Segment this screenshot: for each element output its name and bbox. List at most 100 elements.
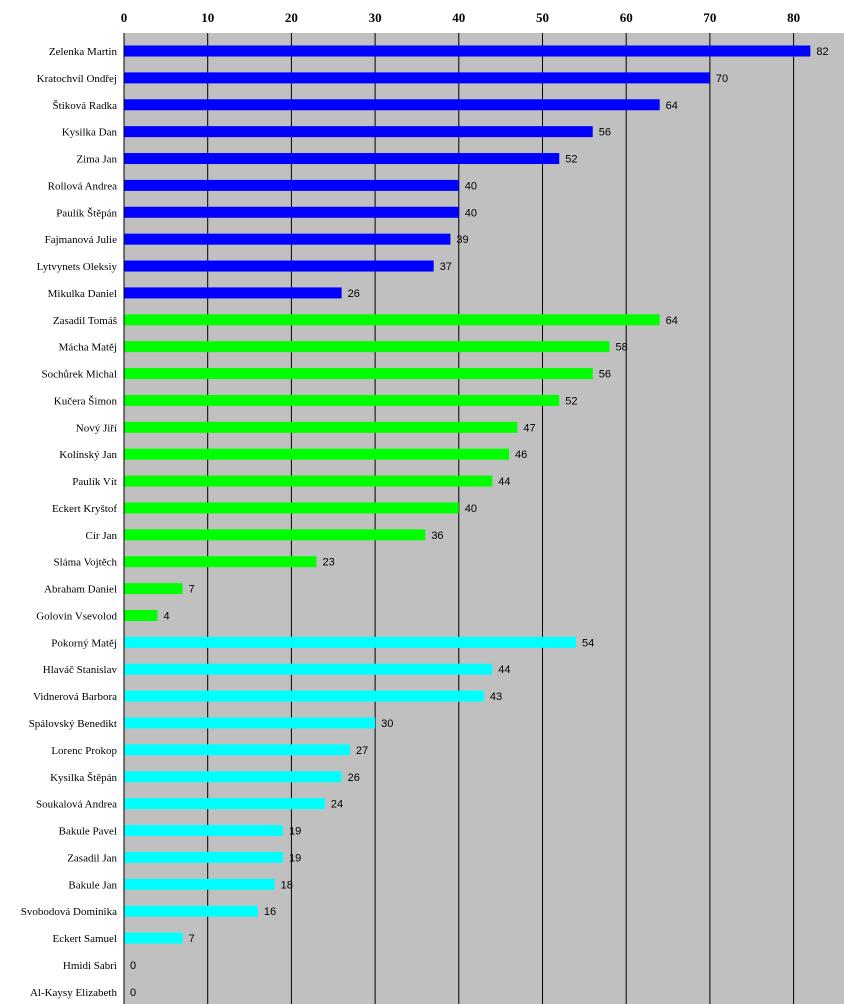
- category-label-14: Kučera Šimon: [54, 395, 118, 407]
- tick-label-30: 30: [369, 10, 382, 25]
- category-label-30: Bakule Pavel: [59, 826, 117, 838]
- value-label-10: 26: [348, 288, 360, 300]
- value-label-36: 0: [130, 987, 136, 999]
- category-label-36: Al-Kaysy Elizabeth: [30, 987, 118, 999]
- bar-5: [124, 153, 560, 165]
- value-label-2: 70: [716, 73, 728, 85]
- value-label-25: 43: [490, 691, 502, 703]
- category-label-23: Pokorný Matěj: [51, 637, 117, 649]
- category-label-17: Paulík Vít: [72, 476, 117, 488]
- plot-area: [124, 33, 844, 1004]
- bar-28: [124, 771, 342, 783]
- bar-6: [124, 179, 459, 191]
- value-label-11: 64: [666, 315, 678, 327]
- category-label-15: Nový Jiří: [76, 422, 117, 434]
- category-label-25: Vidnerová Barbora: [33, 691, 117, 703]
- value-label-18: 40: [465, 503, 477, 515]
- category-label-5: Zima Jan: [76, 154, 117, 166]
- category-label-33: Svobodová Dominika: [21, 906, 117, 918]
- category-label-9: Lytvynets Oleksiy: [37, 261, 118, 273]
- category-label-31: Zasadil Jan: [67, 852, 117, 864]
- bar-19: [124, 529, 426, 541]
- bar-34: [124, 932, 183, 944]
- category-label-34: Eckert Samuel: [53, 933, 117, 945]
- category-label-1: Zelenka Martin: [49, 46, 118, 58]
- bar-22: [124, 609, 158, 621]
- bar-33: [124, 905, 258, 917]
- category-label-2: Kratochvíl Ondřej: [37, 73, 117, 85]
- category-label-12: Mácha Matěj: [59, 342, 117, 354]
- value-label-24: 44: [498, 664, 510, 676]
- value-label-23: 54: [582, 637, 594, 649]
- bar-9: [124, 260, 434, 272]
- category-label-16: Kolínský Jan: [59, 449, 117, 461]
- tick-label-70: 70: [703, 10, 716, 25]
- value-label-7: 40: [465, 207, 477, 219]
- value-label-33: 16: [264, 906, 276, 918]
- tick-label-0: 0: [121, 10, 128, 25]
- value-label-1: 82: [816, 46, 828, 58]
- value-label-6: 40: [465, 180, 477, 192]
- x-axis-tick-labels: 0 10 20 30 40 50 60 70 80: [121, 10, 800, 25]
- category-label-35: Hmidi Sabri: [63, 960, 117, 972]
- bar-13: [124, 368, 593, 380]
- bar-20: [124, 556, 317, 568]
- tick-label-40: 40: [452, 10, 465, 25]
- category-label-26: Spálovský Benedikt: [29, 718, 117, 730]
- value-labels: 8270645652404039372664585652474644403623…: [130, 46, 829, 999]
- bar-18: [124, 502, 459, 514]
- value-label-27: 27: [356, 745, 368, 757]
- bar-16: [124, 448, 510, 460]
- bar-30: [124, 825, 284, 837]
- value-label-8: 39: [456, 234, 468, 246]
- bar-4: [124, 126, 593, 138]
- bar-31: [124, 851, 284, 863]
- bar-7: [124, 206, 459, 218]
- category-label-10: Mikulka Daniel: [48, 288, 117, 300]
- tick-label-10: 10: [201, 10, 214, 25]
- category-label-7: Paulík Štěpán: [56, 207, 117, 219]
- value-label-12: 58: [615, 342, 627, 354]
- tick-label-60: 60: [620, 10, 633, 25]
- category-label-29: Soukalová Andrea: [36, 799, 117, 811]
- category-label-28: Kysilka Štěpán: [50, 772, 117, 784]
- category-label-13: Sochůrek Michal: [42, 369, 117, 381]
- category-label-8: Fajmanová Julie: [45, 234, 118, 246]
- value-label-9: 37: [440, 261, 452, 273]
- value-label-17: 44: [498, 476, 510, 488]
- bar-11: [124, 314, 660, 326]
- category-label-21: Abraham Daniel: [44, 584, 117, 596]
- value-label-15: 47: [523, 422, 535, 434]
- value-label-13: 56: [599, 369, 611, 381]
- category-labels: Zelenka Martin Kratochvíl Ondřej Štiková R…: [21, 46, 118, 999]
- category-label-20: Sláma Vojtěch: [54, 557, 118, 569]
- gridlines: [207, 33, 795, 1004]
- value-label-29: 24: [331, 799, 343, 811]
- bar-2: [124, 72, 710, 84]
- value-label-35: 0: [130, 960, 136, 972]
- bar-1: [124, 45, 811, 57]
- value-label-3: 64: [666, 100, 678, 112]
- value-label-20: 23: [323, 557, 335, 569]
- value-label-31: 19: [289, 852, 301, 864]
- bar-27: [124, 744, 350, 756]
- bar-15: [124, 421, 518, 433]
- value-label-32: 18: [281, 879, 293, 891]
- bar-8: [124, 233, 451, 245]
- value-label-22: 4: [163, 610, 169, 622]
- category-label-22: Golovin Vsevolod: [36, 610, 117, 622]
- bar-12: [124, 341, 610, 353]
- bar-21: [124, 583, 183, 595]
- bar-3: [124, 99, 660, 111]
- category-label-11: Zasadil Tomáš: [53, 315, 117, 327]
- value-label-16: 46: [515, 449, 527, 461]
- category-label-32: Bakule Jan: [68, 879, 117, 891]
- bar-17: [124, 475, 493, 487]
- bar-26: [124, 717, 376, 729]
- value-label-34: 7: [189, 933, 195, 945]
- bar-10: [124, 287, 342, 299]
- value-label-21: 7: [189, 584, 195, 596]
- category-label-19: Cír Jan: [86, 530, 118, 542]
- value-label-5: 52: [565, 154, 577, 166]
- bar-14: [124, 394, 560, 406]
